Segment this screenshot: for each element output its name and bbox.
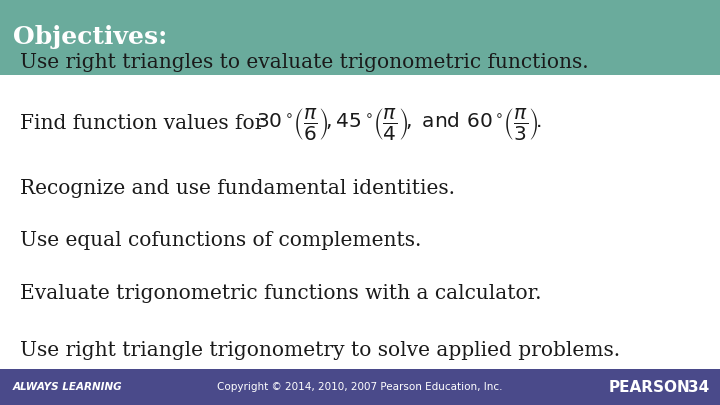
FancyBboxPatch shape <box>0 0 720 75</box>
Text: ALWAYS LEARNING: ALWAYS LEARNING <box>13 382 122 392</box>
Text: Use right triangles to evaluate trigonometric functions.: Use right triangles to evaluate trigonom… <box>20 53 589 72</box>
Text: Recognize and use fundamental identities.: Recognize and use fundamental identities… <box>20 179 455 198</box>
Text: Use equal cofunctions of complements.: Use equal cofunctions of complements. <box>20 232 421 250</box>
FancyBboxPatch shape <box>0 369 720 405</box>
Text: Use right triangle trigonometry to solve applied problems.: Use right triangle trigonometry to solve… <box>20 341 621 360</box>
Text: Find function values for: Find function values for <box>20 114 271 133</box>
Text: Evaluate trigonometric functions with a calculator.: Evaluate trigonometric functions with a … <box>20 284 541 303</box>
Text: PEARSON: PEARSON <box>608 379 690 395</box>
Text: $30^\circ\!\left(\dfrac{\pi}{6}\right)\!,45^\circ\!\left(\dfrac{\pi}{4}\right)\!: $30^\circ\!\left(\dfrac{\pi}{6}\right)\!… <box>256 106 541 141</box>
Text: Copyright © 2014, 2010, 2007 Pearson Education, Inc.: Copyright © 2014, 2010, 2007 Pearson Edu… <box>217 382 503 392</box>
Text: 34: 34 <box>688 379 709 395</box>
Text: Objectives:: Objectives: <box>13 26 167 49</box>
